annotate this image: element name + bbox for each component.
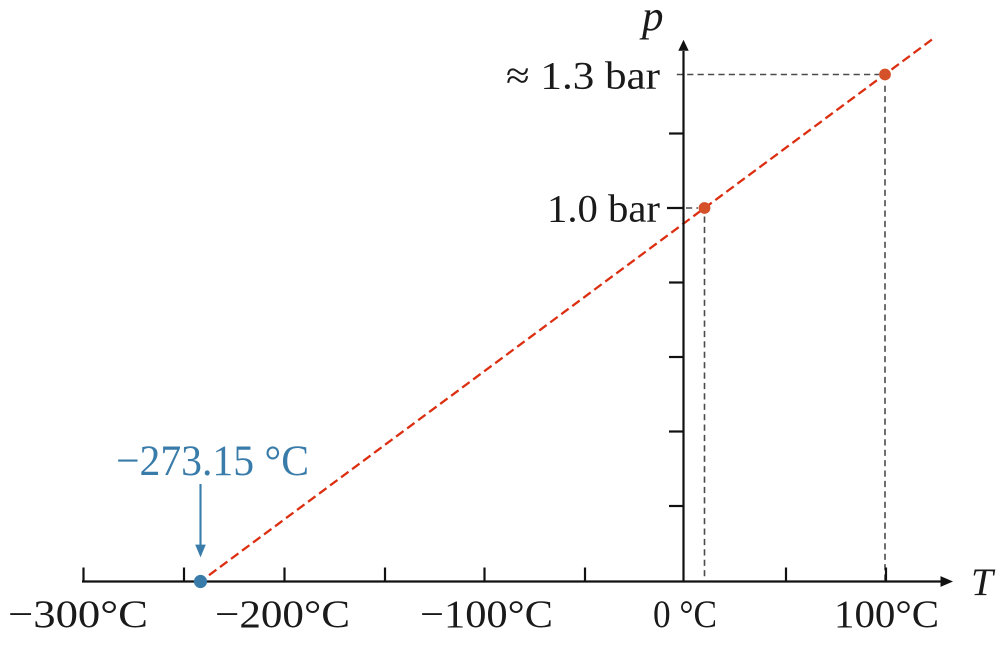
svg-text:−300°C: −300°C: [8, 593, 148, 636]
svg-text:−200°C: −200°C: [215, 593, 350, 636]
svg-text:T: T: [971, 560, 996, 604]
svg-text:p: p: [639, 0, 664, 40]
svg-text:0 °C: 0 °C: [653, 593, 717, 636]
svg-text:≈ 1.3 bar: ≈ 1.3 bar: [506, 55, 660, 98]
svg-text:1.0 bar: 1.0 bar: [547, 188, 660, 231]
svg-text:−273.15 °C: −273.15 °C: [116, 437, 309, 485]
svg-text:100°C: 100°C: [834, 593, 939, 636]
svg-text:−100°C: −100°C: [420, 593, 553, 636]
